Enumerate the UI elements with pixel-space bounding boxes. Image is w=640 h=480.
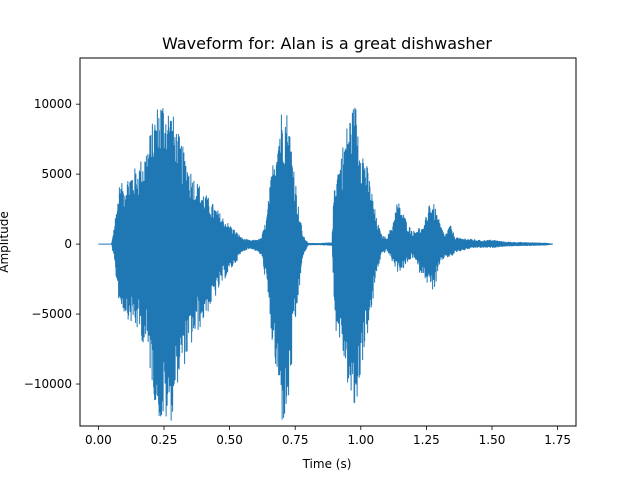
x-tick-label: 0.75	[282, 433, 309, 447]
x-tick-label: 1.25	[413, 433, 440, 447]
y-axis-label: Amplitude	[0, 211, 11, 273]
plot-area	[98, 107, 554, 421]
x-axis-label: Time (s)	[302, 457, 352, 471]
y-tick-label: 5000	[41, 167, 72, 181]
x-tick-label: 1.75	[544, 433, 571, 447]
x-tick-label: 1.00	[347, 433, 374, 447]
waveform-series-line	[98, 107, 554, 421]
chart-title: Waveform for: Alan is a great dishwasher	[162, 34, 492, 53]
y-tick-label: −5000	[31, 307, 72, 321]
y-tick-label: 10000	[34, 97, 72, 111]
x-axis: 0.00 0.25 0.50 0.75 1.00 1.25 1.50 1.75	[85, 426, 571, 447]
y-axis: −10000 −5000 0 5000 10000	[24, 97, 80, 391]
axes-frame	[79, 57, 577, 427]
x-tick-label: 0.00	[85, 433, 112, 447]
x-tick-label: 0.25	[151, 433, 178, 447]
y-tick-label: 0	[64, 237, 72, 251]
x-tick-label: 0.50	[216, 433, 243, 447]
y-tick-label: −10000	[24, 377, 72, 391]
x-tick-label: 1.50	[479, 433, 506, 447]
